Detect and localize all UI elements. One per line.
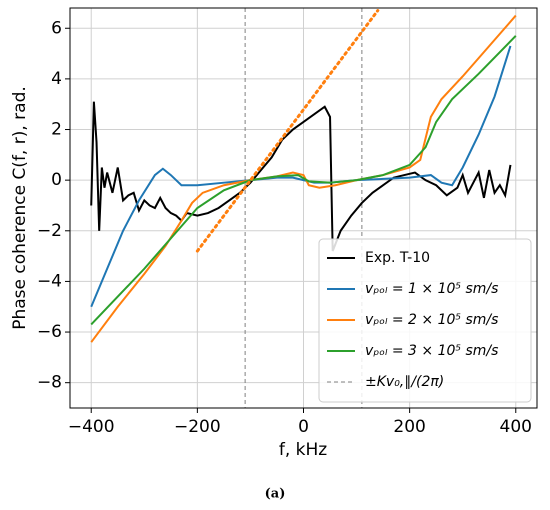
y-tick-label: −4 [37,271,62,291]
x-tick-label: 0 [298,417,309,437]
y-tick-label: 2 [51,120,62,140]
series-line [90,101,512,252]
x-tick-label: 200 [393,417,425,437]
legend: Exp. T-10 vₚₒₗ = 1 × 10⁵ sm/s vₚₒₗ = 2 × 1… [318,238,532,403]
x-tick-label: −200 [174,417,221,437]
y-tick-label: 4 [51,69,62,89]
legend-label: ±Kv₀,∥/(2π) [365,374,444,390]
y-tick-label: 0 [51,170,62,190]
y-axis-label: Phase coherence C(f, r), rad. [10,86,30,330]
x-axis-label: f, kHz [279,440,327,460]
caption: (a) [265,487,286,502]
legend-label: vₚₒₗ = 1 × 10⁵ sm/s [365,281,498,297]
legend-box [318,238,532,403]
x-tick-label: 400 [500,417,532,437]
series-line [90,45,512,308]
y-tick-label: 6 [51,18,62,38]
x-tick-label: −400 [68,417,115,437]
series-line [90,35,517,326]
legend-label: Exp. T-10 [365,250,430,266]
series-line [195,9,380,253]
y-tick-label: −6 [37,322,62,342]
plot-frame [69,7,538,409]
y-tick-label: −8 [37,373,62,393]
legend-label: vₚₒₗ = 3 × 10⁵ sm/s [365,343,498,359]
y-tick-label: −2 [37,221,62,241]
legend-label: vₚₒₗ = 2 × 10⁵ sm/s [365,312,498,328]
